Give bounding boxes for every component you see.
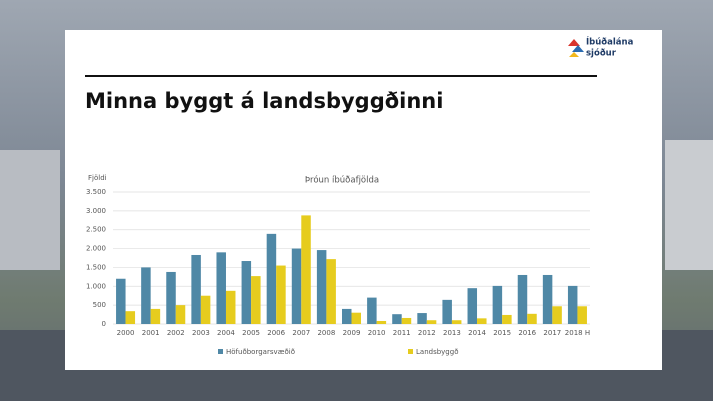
y-axis-label: Fjöldi (88, 174, 107, 182)
bar (552, 306, 562, 324)
bar (150, 308, 161, 324)
y-tick-label: 2.500 (86, 226, 106, 234)
x-tick-label: 2013 (443, 329, 461, 337)
bar (326, 259, 336, 324)
x-tick-label: 2006 (267, 329, 285, 337)
bar (276, 265, 286, 324)
x-tick-label: 2005 (242, 329, 260, 337)
y-tick-label: 3.000 (86, 207, 106, 215)
y-tick-label: 2.000 (86, 245, 106, 253)
logo-roof (572, 45, 584, 52)
x-tick-label: 2016 (518, 329, 536, 337)
bar (351, 312, 361, 324)
bar (125, 311, 136, 324)
logo-roof (569, 52, 579, 57)
bar (542, 274, 553, 324)
x-tick-label: 2009 (343, 329, 361, 337)
bar (291, 248, 302, 324)
chart-title: Þróun íbúðafjölda (305, 175, 379, 186)
slide-title: Minna byggt á landsbyggðinni (85, 89, 443, 113)
legend-label: Landsbyggð (416, 348, 458, 356)
logo-text: Íbúðalána (586, 36, 634, 48)
x-tick-label: 2012 (418, 329, 436, 337)
x-tick-label: 2017 (543, 329, 561, 337)
logo-roof (568, 39, 580, 46)
bar (567, 285, 578, 324)
bar (241, 261, 252, 324)
x-tick-label: 2008 (317, 329, 335, 337)
legend-label: Höfuðborgarsvæðið (226, 348, 295, 356)
bar (417, 313, 427, 324)
building (665, 140, 713, 270)
x-tick-label: 2015 (493, 329, 511, 337)
bar (492, 285, 503, 324)
bar (451, 320, 462, 324)
x-tick-label: 2003 (192, 329, 210, 337)
legend-swatch (218, 349, 223, 354)
x-tick-label: 2011 (393, 329, 411, 337)
bar (116, 278, 126, 324)
bar (342, 308, 352, 324)
bar (175, 305, 186, 324)
bar (316, 250, 327, 324)
building (0, 150, 60, 270)
bar (442, 299, 452, 324)
y-tick-label: 1.000 (86, 282, 106, 290)
bar (301, 215, 311, 324)
bar (216, 252, 226, 324)
x-tick-label: 2018 H (565, 329, 590, 337)
bar (467, 288, 478, 324)
bar (191, 254, 201, 324)
bar (266, 233, 277, 324)
x-tick-label: 2001 (142, 329, 160, 337)
x-tick-label: 2014 (468, 329, 486, 337)
y-tick-label: 3.500 (86, 188, 106, 196)
y-tick-label: 0 (102, 320, 106, 328)
bar (527, 313, 537, 324)
slide-panel (65, 30, 662, 370)
logo-text: sjóður (586, 48, 617, 59)
bar (426, 320, 437, 324)
x-tick-label: 2002 (167, 329, 185, 337)
bar (367, 297, 377, 324)
bar (200, 295, 211, 324)
bar (376, 320, 387, 324)
bar (251, 276, 261, 324)
x-tick-label: 2000 (117, 329, 135, 337)
y-tick-label: 1.500 (86, 263, 106, 271)
logo: Íbúðalána sjóður (568, 36, 634, 59)
legend-swatch (408, 349, 413, 354)
bar (577, 306, 587, 324)
bar (141, 267, 151, 324)
x-tick-label: 2004 (217, 329, 235, 337)
bar (517, 274, 528, 324)
y-tick-label: 500 (93, 301, 106, 309)
bar (225, 290, 236, 324)
bar (392, 314, 402, 324)
bar (166, 271, 176, 324)
bar (401, 317, 412, 324)
x-tick-label: 2007 (292, 329, 310, 337)
bar (477, 318, 487, 324)
bar (502, 314, 512, 324)
x-tick-label: 2010 (368, 329, 386, 337)
